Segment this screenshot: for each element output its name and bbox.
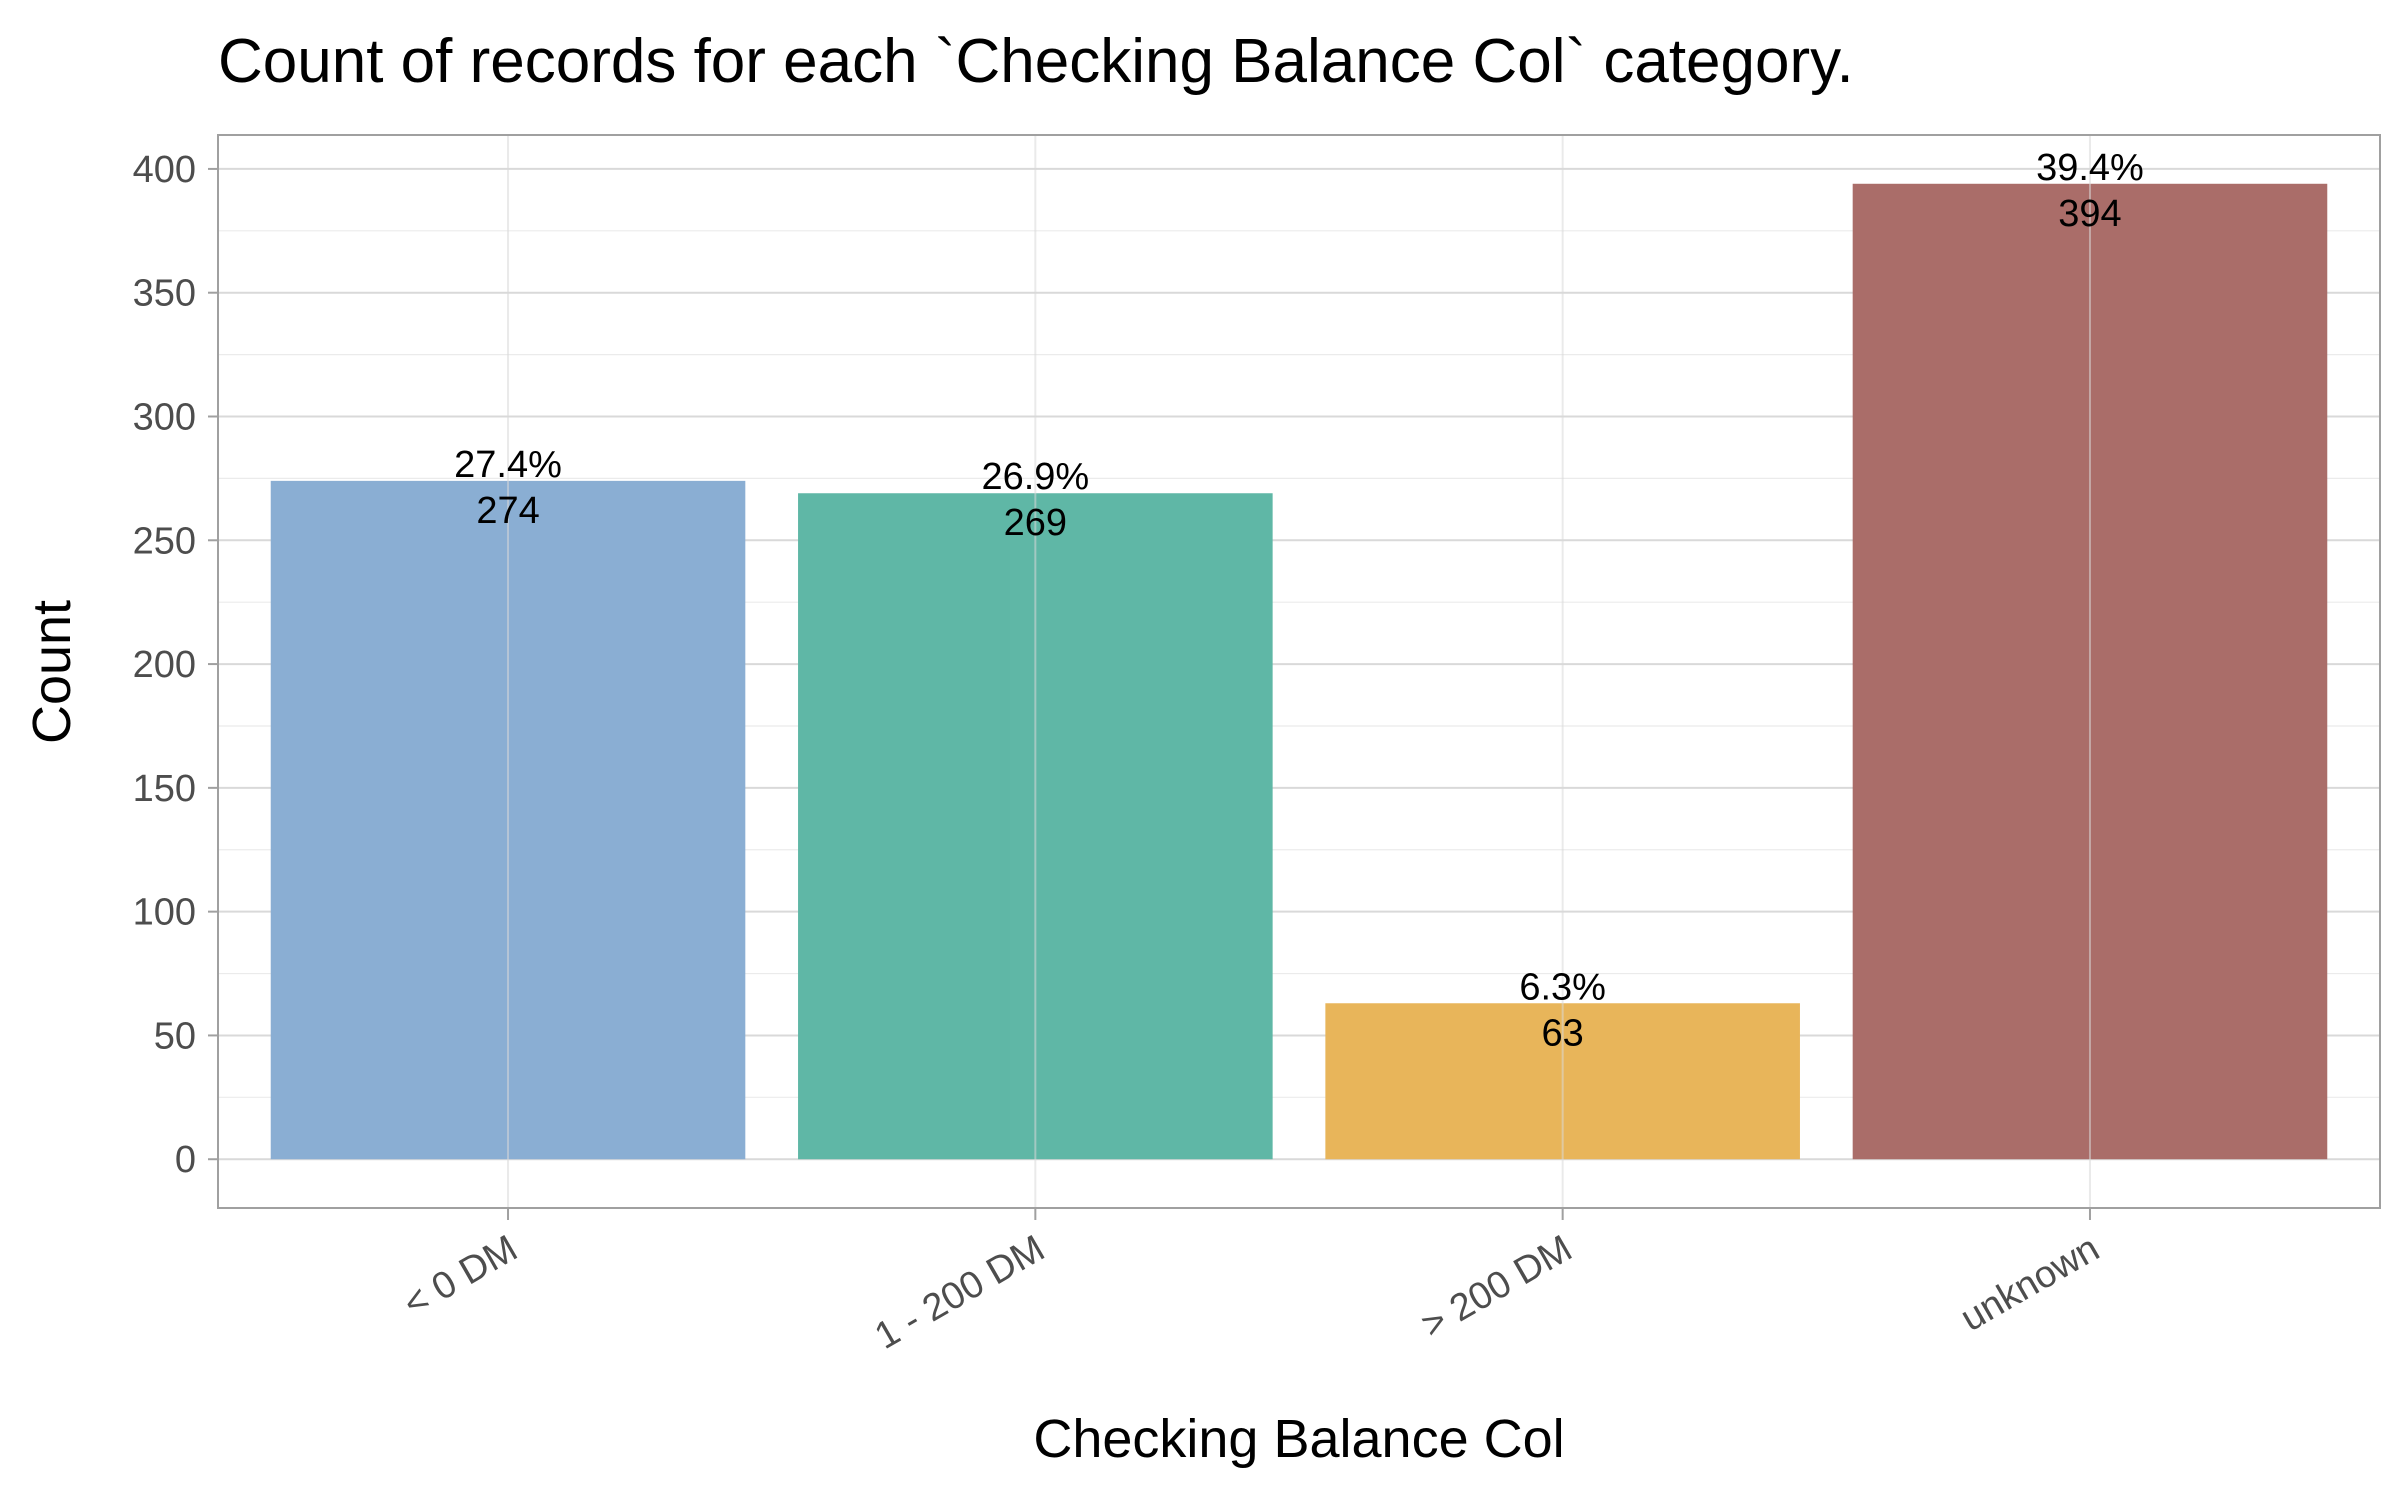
- x-grid-lines: [507, 135, 2091, 1208]
- y-axis-title: Count: [22, 600, 82, 744]
- y-tick-label: 250: [133, 520, 196, 562]
- x-axis-title: Checking Balance Col: [1033, 1409, 1564, 1469]
- bar-percent-label: 27.4%: [454, 444, 562, 486]
- y-tick-label: 400: [133, 149, 196, 191]
- x-tick-label: unknown: [1954, 1227, 2107, 1339]
- bar-percent-label: 6.3%: [1519, 966, 1606, 1008]
- bar-percent-label: 39.4%: [2036, 147, 2144, 189]
- x-axis: < 0 DM 1 - 200 DM > 200 DM unknown: [397, 1208, 2107, 1358]
- y-tick-label: 150: [133, 768, 196, 810]
- chart-title: Count of records for each `Checking Bala…: [218, 27, 1854, 96]
- y-tick-label: 50: [154, 1015, 196, 1057]
- bar-count-label: 63: [1542, 1012, 1584, 1054]
- y-tick-label: 350: [133, 273, 196, 315]
- plot-panel: [217, 134, 2381, 1209]
- y-tick-label: 200: [133, 644, 196, 686]
- x-tick-label: < 0 DM: [397, 1227, 525, 1325]
- bar-count-label: 274: [476, 490, 539, 532]
- y-tick-label: 100: [133, 892, 196, 934]
- bar-percent-label: 26.9%: [981, 456, 1089, 498]
- bars: [270, 183, 2328, 1160]
- bar-count-label: 394: [2058, 193, 2121, 235]
- bar-count-label: 269: [1004, 502, 1067, 544]
- x-tick-label: > 200 DM: [1415, 1227, 1580, 1346]
- x-tick-label: 1 - 200 DM: [868, 1227, 1052, 1357]
- y-axis: 0 50 100 150 200 250 300 350 400: [133, 149, 218, 1181]
- y-tick-label: 0: [175, 1139, 196, 1181]
- bar-labels: 27.4%274 26.9%269 6.3%63 39.4%394: [454, 147, 2144, 1054]
- y-tick-label: 300: [133, 396, 196, 438]
